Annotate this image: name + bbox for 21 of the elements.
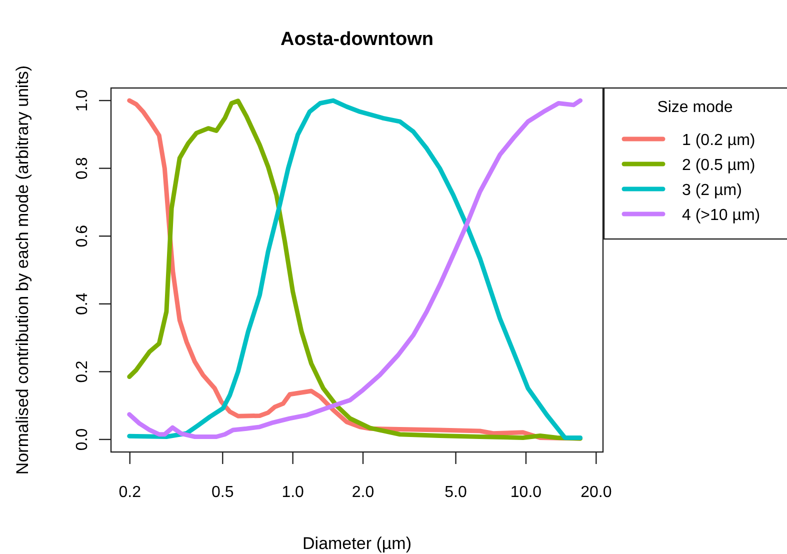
y-tick-label: 0.6 — [74, 224, 91, 248]
y-tick-label: 0.4 — [74, 292, 91, 316]
x-tick-label: 1.0 — [282, 484, 304, 501]
x-tick-label: 0.5 — [212, 484, 234, 501]
legend-title: Size mode — [657, 99, 733, 116]
y-axis-title: Normalised contribution by each mode (arbitrary units) — [13, 65, 32, 475]
y-tick-label: 0.0 — [74, 428, 91, 451]
legend-label: 2 (0.5 µm) — [682, 157, 756, 174]
x-axis-title: Diameter (µm) — [302, 534, 412, 553]
x-tick-label: 2.0 — [352, 484, 374, 501]
chart-title: Aosta-downtown — [280, 29, 434, 50]
legend-label: 4 (>10 µm) — [682, 207, 760, 224]
y-tick-label: 1.0 — [74, 89, 91, 112]
x-tick-label: 20.0 — [580, 484, 612, 501]
legend-label: 1 (0.2 µm) — [682, 132, 756, 149]
x-tick-label: 5.0 — [444, 484, 468, 501]
x-tick-label: 10.0 — [510, 484, 542, 501]
legend-label: 3 (2 µm) — [682, 182, 742, 199]
y-tick-label: 0.8 — [74, 157, 91, 180]
x-tick-label: 0.2 — [118, 484, 142, 501]
y-tick-label: 0.2 — [74, 360, 91, 383]
